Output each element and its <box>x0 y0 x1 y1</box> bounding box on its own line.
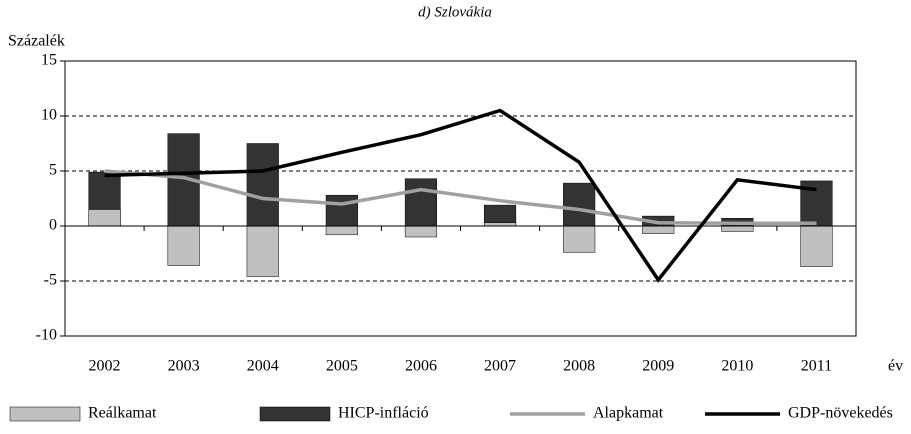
y-axis-label: Százalék <box>8 33 65 50</box>
x-tick-label: 2008 <box>563 358 595 375</box>
y-tick-label: 0 <box>49 217 57 234</box>
line <box>104 108 817 283</box>
bar <box>404 225 438 238</box>
bar <box>642 225 675 234</box>
legend-label: Alapkamat <box>593 405 664 422</box>
legend-swatch <box>259 406 331 422</box>
bar <box>563 225 596 253</box>
legend-label: Reálkamat <box>88 405 157 422</box>
x-tick-label: 2009 <box>642 358 674 375</box>
x-tick-label: 2011 <box>801 358 832 375</box>
bar <box>167 225 200 266</box>
y-tick-label: 10 <box>41 107 57 124</box>
bar <box>325 194 358 227</box>
bar <box>721 225 754 232</box>
y-tick-label: 15 <box>41 52 57 69</box>
x-tick-label: 2006 <box>405 358 437 375</box>
line <box>104 169 817 225</box>
x-axis-label: év <box>888 358 903 375</box>
x-tick-label: 2002 <box>89 358 121 375</box>
bar <box>246 143 279 227</box>
y-tick-label: 5 <box>49 162 57 179</box>
legend-swatch <box>9 406 81 422</box>
bar <box>404 178 438 227</box>
x-tick-label: 2007 <box>484 358 516 375</box>
x-tick-label: 2004 <box>247 358 279 375</box>
legend-label: GDP-növekedés <box>788 405 893 422</box>
bar <box>800 225 833 267</box>
bar <box>88 209 121 227</box>
plot-frame <box>64 60 857 337</box>
y-tick-label: -10 <box>36 327 57 344</box>
bar <box>246 225 279 277</box>
bar <box>563 182 596 227</box>
x-tick-label: 2005 <box>326 358 358 375</box>
y-tick-label: -5 <box>44 272 57 289</box>
bar <box>325 225 358 236</box>
x-tick-label: 2003 <box>168 358 200 375</box>
legend-label: HICP-infláció <box>338 405 429 422</box>
x-tick-label: 2010 <box>721 358 753 375</box>
chart-title: d) Szlovákia <box>418 4 492 20</box>
